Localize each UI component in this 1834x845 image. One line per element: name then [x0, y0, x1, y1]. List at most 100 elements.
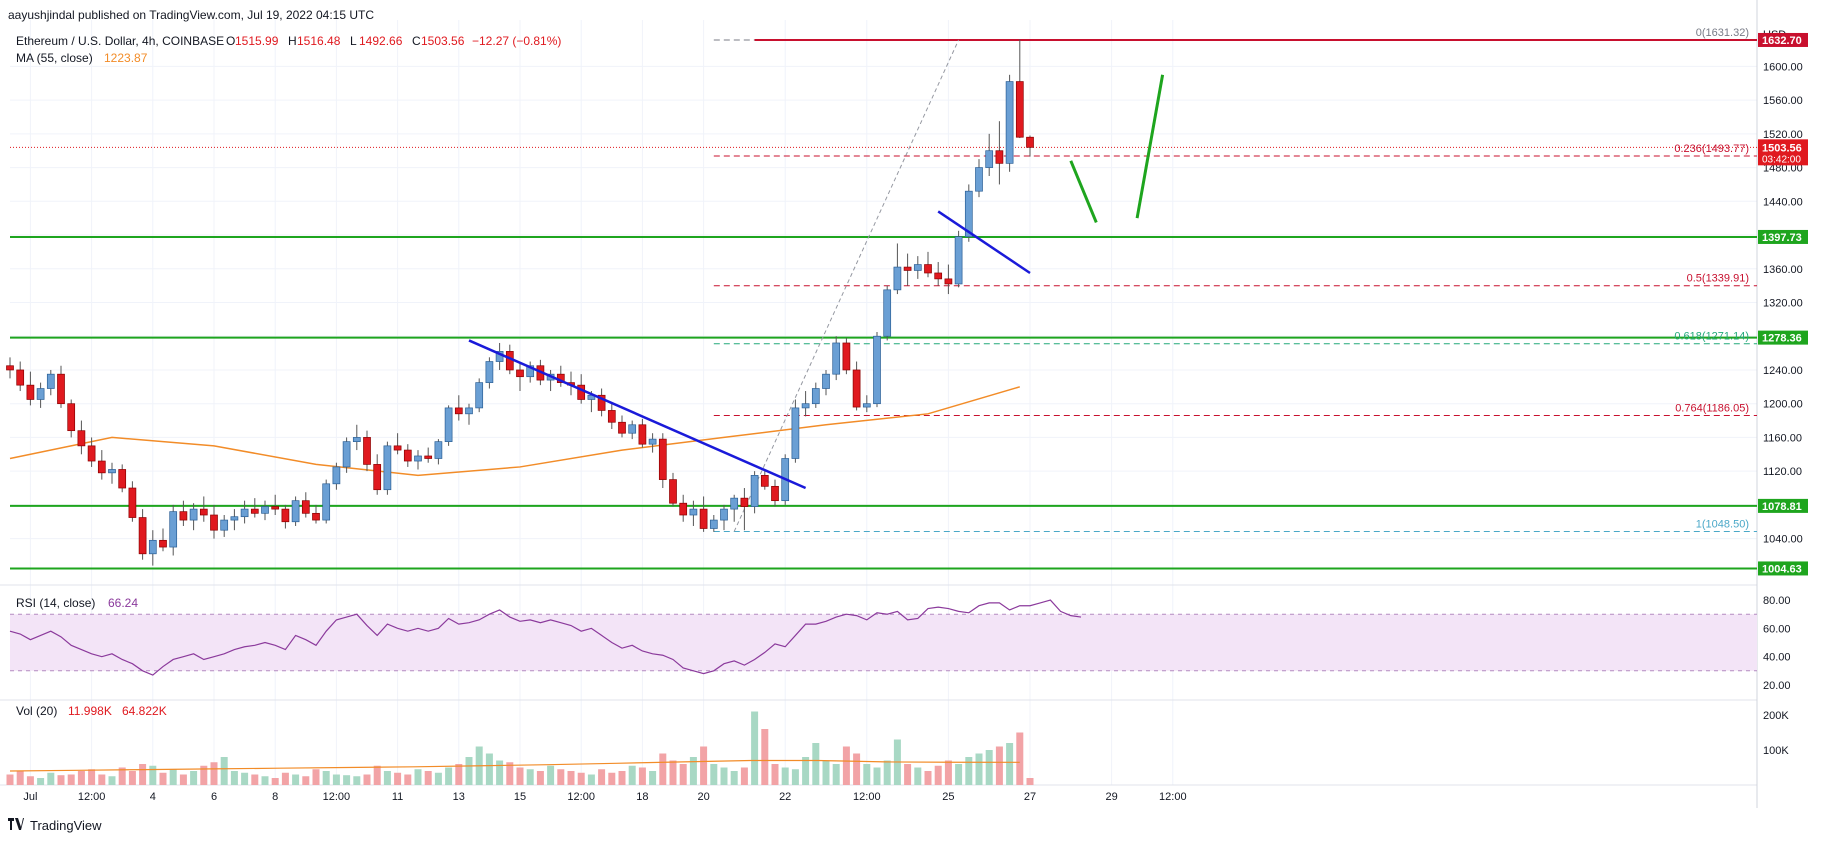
candle-down — [760, 475, 769, 487]
candle-down — [852, 369, 861, 408]
volume-bar-down — [424, 771, 432, 785]
candle-up — [169, 511, 178, 548]
candle-up — [791, 407, 800, 459]
volume-bar-down — [312, 769, 320, 785]
volume-bar-down — [567, 771, 575, 785]
level-price-tag-bg — [1758, 330, 1808, 345]
volume-bar-up — [445, 767, 453, 785]
volume-bar-up — [863, 764, 871, 785]
candle-up — [475, 382, 484, 409]
candle-down — [944, 278, 953, 285]
candle-up — [832, 342, 841, 375]
price-tick-label: 1480.00 — [1763, 163, 1803, 175]
candle-down — [26, 384, 35, 400]
volume-bar-up — [414, 769, 422, 785]
volume-bar-down — [1016, 732, 1024, 785]
time-tick-label: 12:00 — [323, 791, 351, 803]
candle-down — [6, 365, 14, 371]
rsi-band — [10, 614, 1757, 671]
candle-down — [159, 539, 167, 548]
volume-bar-down — [669, 760, 677, 785]
volume-bar-down — [67, 774, 75, 785]
candle-down — [699, 508, 708, 529]
candle-up — [332, 466, 341, 485]
ohlc-value: 1515.99 — [235, 34, 279, 48]
time-tick-label: 18 — [636, 791, 648, 803]
volume-bar-up — [547, 765, 555, 785]
candle-down — [16, 369, 25, 386]
candle-down — [179, 511, 188, 521]
vol-legend-label: Vol (20) — [16, 704, 57, 718]
volume-tick-label: 200K — [1763, 710, 1789, 722]
candle-up — [240, 508, 249, 518]
candle-up — [189, 508, 198, 521]
time-tick-label: 12:00 — [1159, 791, 1187, 803]
volume-bar-up — [47, 772, 55, 785]
candle-countdown: 03:42:00 — [1762, 154, 1801, 165]
volume-bar-down — [995, 746, 1003, 785]
candle-up — [873, 335, 881, 405]
candle-up — [689, 508, 698, 516]
price-tick-label: 1560.00 — [1763, 95, 1803, 107]
volume-bar-up — [485, 753, 493, 785]
volume-bar-up — [873, 767, 881, 785]
volume-bar-up — [649, 771, 657, 785]
volume-bar-up — [169, 769, 177, 785]
time-tick-label: 12:00 — [853, 791, 881, 803]
volume-bar-up — [883, 760, 891, 785]
trendline — [468, 339, 807, 490]
rsi-line — [9, 599, 1082, 676]
volume-bar-down — [944, 760, 952, 785]
candle-up — [108, 469, 116, 474]
volume-bar-down — [200, 765, 208, 785]
candle-up — [883, 289, 892, 337]
volume-bar-up — [1006, 743, 1014, 785]
volume-bar-up — [292, 774, 300, 785]
price-tick-label: 1440.00 — [1763, 196, 1803, 208]
candle-down — [771, 485, 779, 502]
candle-down — [403, 449, 412, 462]
candle-down — [924, 264, 932, 274]
candle-up — [750, 475, 759, 507]
time-tick-label: 11 — [392, 791, 403, 803]
volume-bar-down — [118, 767, 126, 785]
volume-bar-down — [771, 764, 779, 785]
volume-bar-up — [343, 775, 351, 785]
projection-line — [1135, 74, 1165, 219]
candle-down — [97, 460, 106, 474]
candle-up — [730, 497, 739, 510]
current-price-tag: 1503.56 — [1762, 142, 1802, 154]
fib-level-label: 1(1048.50) — [1696, 518, 1749, 530]
tradingview-footer[interactable]: TradingView — [8, 817, 102, 833]
ma55-line — [9, 386, 1021, 477]
fib-level-label: 0.5(1339.91) — [1687, 273, 1749, 285]
ohlc-key: L — [350, 34, 357, 48]
volume-bar-down — [506, 762, 514, 785]
volume-bar-up — [322, 771, 330, 785]
candle-up — [526, 365, 535, 378]
time-tick-label: 8 — [272, 791, 278, 803]
rsi-tick-label: 40.00 — [1763, 652, 1791, 664]
high-price-tag: 1632.70 — [1762, 35, 1802, 47]
volume-bar-down — [26, 776, 34, 785]
candle-up — [465, 407, 473, 415]
volume-ma-line — [9, 759, 1020, 772]
volume-bar-up — [149, 765, 157, 785]
fib-trend-diagonal — [733, 39, 960, 532]
candle-up — [648, 438, 657, 445]
candle-down — [250, 508, 259, 514]
time-tick-label: 12:00 — [567, 791, 595, 803]
candle-down — [597, 394, 606, 411]
candle-up — [985, 150, 994, 168]
candle-up — [964, 190, 973, 238]
ohlc-change: −12.27 (−0.81%) — [472, 34, 561, 48]
volume-bar-up — [628, 765, 636, 785]
candle-down — [210, 514, 218, 531]
volume-bar-up — [689, 757, 697, 785]
rsi-legend-value: 66.24 — [108, 596, 138, 610]
volume-bar-down — [638, 767, 646, 785]
candle-up — [628, 424, 637, 434]
volume-bar-up — [383, 771, 391, 785]
level-price-tag: 1278.36 — [1762, 333, 1802, 345]
